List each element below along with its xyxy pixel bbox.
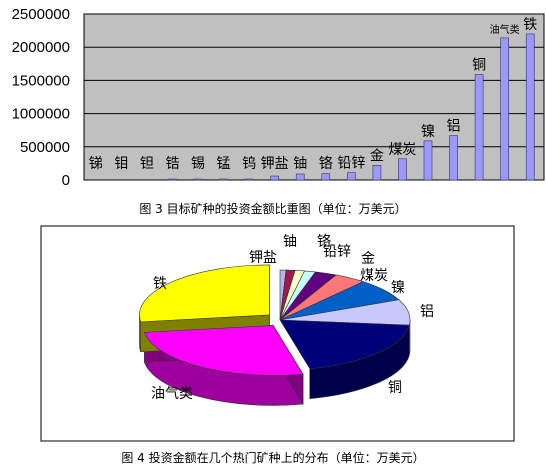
bar xyxy=(193,178,203,181)
pie-slice xyxy=(144,325,304,376)
bar xyxy=(398,158,407,181)
bar-category-label: 油气类 xyxy=(490,23,520,36)
pie-slice-label: 铅锌 xyxy=(323,244,351,260)
bar-category-label: 钽 xyxy=(140,156,154,172)
bar xyxy=(270,175,279,181)
bar-chart-caption: 图 3 目标矿种的投资金额比重图（单位：万美元） xyxy=(139,202,407,216)
pie-slice-label: 油气类 xyxy=(151,386,193,402)
bar-category-label: 锆 xyxy=(165,156,179,172)
bar-category-label: 铝 xyxy=(447,119,461,135)
pie-slice-label: 煤炭 xyxy=(360,268,388,284)
bar-category-label: 锰 xyxy=(217,156,231,172)
bar-category-label: 镍 xyxy=(421,124,435,140)
y-tick-label: 2000000 xyxy=(12,39,70,56)
bar-category-label: 煤炭 xyxy=(388,142,416,158)
bar xyxy=(219,178,228,181)
pie-slice-label: 铜 xyxy=(388,380,402,396)
bar-chart: 0 500000 1000000 1500000 2000000 2500000 锑钼钽锆… xyxy=(12,6,545,189)
pie-slice-label: 金 xyxy=(361,251,375,267)
bar-category-label: 金 xyxy=(370,148,384,164)
y-tick-label: 500000 xyxy=(20,139,70,156)
bar-category-label: 铬 xyxy=(319,156,333,172)
bar xyxy=(449,135,458,181)
bar xyxy=(372,165,382,181)
bar-category-label: 铜 xyxy=(472,57,486,73)
bar-category-label: 钾盐 xyxy=(261,156,289,172)
y-tick-label: 2500000 xyxy=(12,6,70,23)
bar xyxy=(474,74,484,181)
bar xyxy=(500,37,509,181)
bar xyxy=(347,172,356,181)
plot-area xyxy=(83,13,545,181)
pie-slice xyxy=(279,319,410,369)
bar-category-label: 铅锌 xyxy=(337,156,365,172)
pie-slice-label: 铝 xyxy=(420,304,434,320)
bar xyxy=(244,178,254,181)
bar-category-label: 钨 xyxy=(242,156,256,172)
pie-slice-label: 钾盐 xyxy=(249,250,277,266)
pie-slice-label: 铁 xyxy=(153,276,167,292)
pie-chart-caption: 图 4 投资金额在几个热门矿种上的分布（单位：万美元） xyxy=(121,451,425,465)
bar-category-label: 铀 xyxy=(293,156,307,172)
bar-category-label: 铁 xyxy=(523,17,537,33)
pie-slice xyxy=(139,264,270,323)
bar-category-label: 钼 xyxy=(114,156,128,172)
bar xyxy=(168,178,177,181)
pie-slice-label: 镍 xyxy=(391,280,405,296)
bar-category-label: 锡 xyxy=(191,156,205,172)
bar xyxy=(295,173,305,181)
bar xyxy=(423,140,433,181)
y-tick-label: 1000000 xyxy=(12,106,70,123)
bar xyxy=(525,33,535,181)
bar xyxy=(321,173,331,181)
pie-slice-label: 铬 xyxy=(317,234,331,250)
y-tick-label: 1500000 xyxy=(12,72,70,89)
bar-category-label: 锑 xyxy=(89,156,103,172)
y-tick-label: 0 xyxy=(62,172,70,189)
pie-slice-label: 铀 xyxy=(283,234,297,250)
